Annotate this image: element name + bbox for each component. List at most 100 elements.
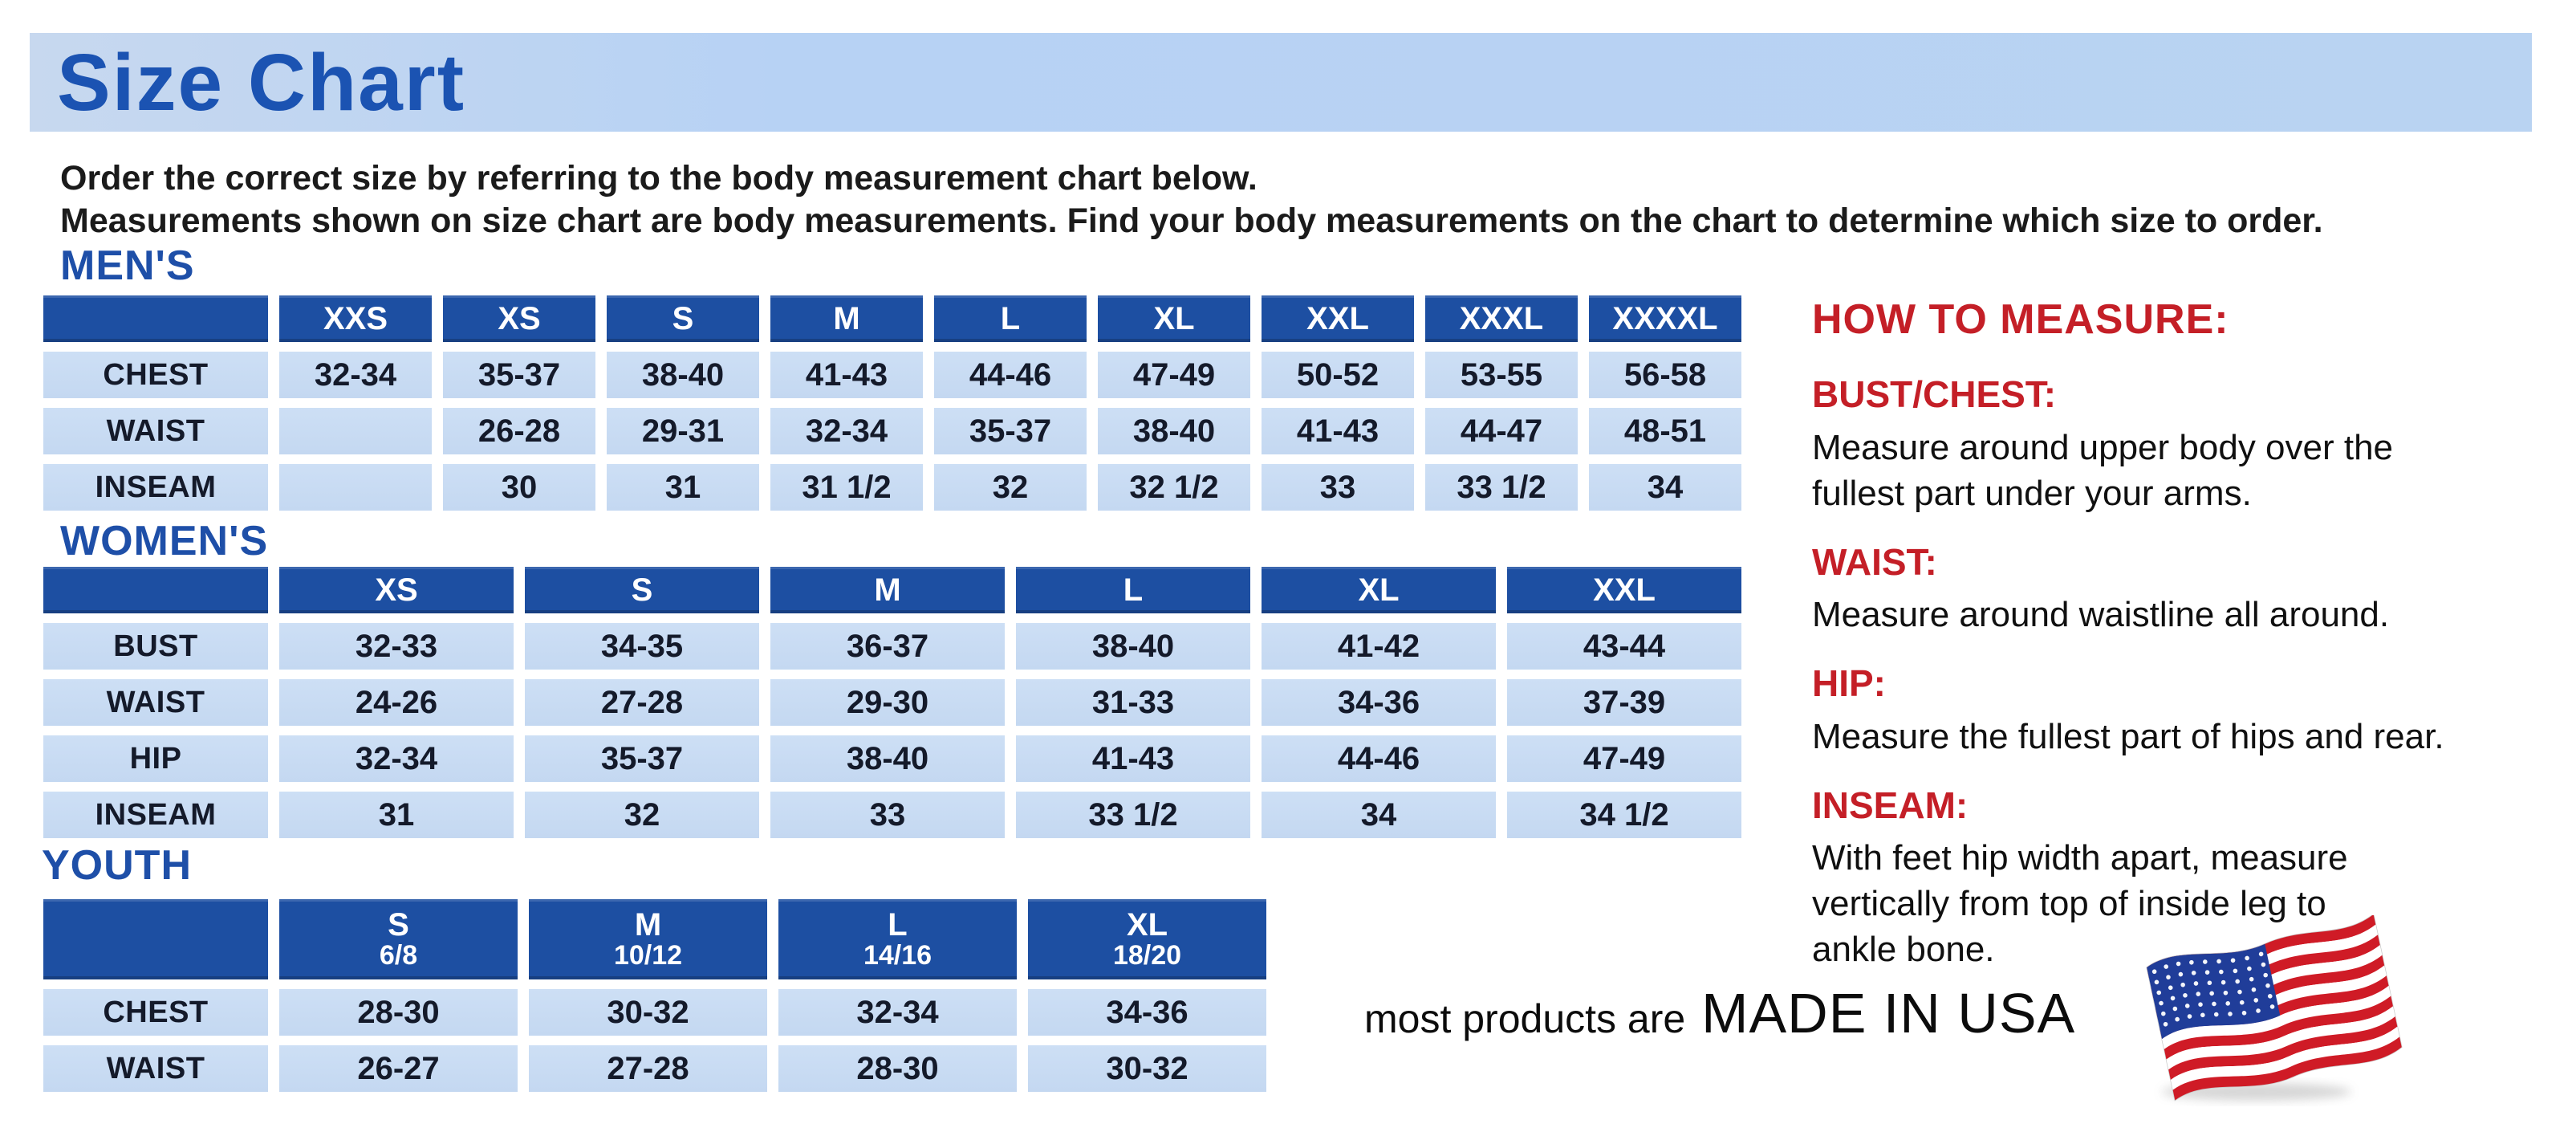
age-range-label: 6/8 xyxy=(379,940,418,971)
row-label-cell: CHEST xyxy=(43,989,268,1036)
table-cell: 44-46 xyxy=(1262,735,1496,782)
instruction-line: Measure around waistline all around. xyxy=(1812,595,2390,635)
age-range-label: 18/20 xyxy=(1112,940,1182,971)
table-cell: 32 xyxy=(934,464,1087,511)
us-flag-svg xyxy=(2146,913,2403,1101)
table-cell: 44-46 xyxy=(934,352,1087,398)
row-label-cell: INSEAM xyxy=(43,792,268,838)
instruction-line: Measure the fullest part of hips and rea… xyxy=(1812,716,2444,756)
measure-term-label: WAIST: xyxy=(1812,540,1937,583)
table-cell: 38-40 xyxy=(770,735,1005,782)
table-cell: 47-49 xyxy=(1507,735,1741,782)
table-cell: 29-30 xyxy=(770,679,1005,726)
table-cell: 34-36 xyxy=(1262,679,1496,726)
page-title: Size Chart xyxy=(57,37,466,128)
column-header-cell: S 6/8 xyxy=(279,899,518,979)
footer-prefix: most products are xyxy=(1364,996,1686,1041)
instruction-line: fullest part under your arms. xyxy=(1812,473,2252,513)
table-cell: 32 xyxy=(525,792,759,838)
table-cell: 41-43 xyxy=(1016,735,1250,782)
table-cell xyxy=(279,408,432,454)
column-header-cell: M xyxy=(770,295,923,342)
table-cell: 31 xyxy=(607,464,759,511)
column-header-cell: M xyxy=(770,567,1005,613)
size-label: XL xyxy=(1126,907,1168,943)
measure-term-label: INSEAM: xyxy=(1812,784,1969,826)
table-cell: 34 xyxy=(1589,464,1741,511)
column-header-cell: XS xyxy=(443,295,595,342)
intro-line-2: Measurements shown on size chart are bod… xyxy=(60,202,2323,240)
table-cell: 56-58 xyxy=(1589,352,1741,398)
table-cell: 24-26 xyxy=(279,679,514,726)
column-header-cell: L xyxy=(934,295,1087,342)
table-cell: 38-40 xyxy=(607,352,759,398)
section-heading-womens: WOMEN'S xyxy=(60,518,269,564)
table-cell: 31-33 xyxy=(1016,679,1250,726)
table-cell: 30-32 xyxy=(1028,1045,1266,1092)
table-cell: 35-37 xyxy=(934,408,1087,454)
intro-text: Order the correct size by referring to t… xyxy=(60,157,2548,242)
table-cell: 27-28 xyxy=(529,1045,767,1092)
table-cell: 33 xyxy=(1262,464,1414,511)
how-to-measure-heading: HOW TO MEASURE: xyxy=(1812,296,2229,343)
size-table-youth: S 6/8 M 10/12 L 14/16 XL 18/20 CHEST 28-30 30-32 32… xyxy=(43,899,1266,1092)
table-cell: 50-52 xyxy=(1262,352,1414,398)
table-cell: 30-32 xyxy=(529,989,767,1036)
column-header-cell: XL 18/20 xyxy=(1028,899,1266,979)
measure-term-label: BUST/CHEST: xyxy=(1812,373,2057,415)
section-heading-mens: MEN'S xyxy=(60,242,195,289)
column-header-cell: L 14/16 xyxy=(778,899,1017,979)
column-header-cell: XS xyxy=(279,567,514,613)
table-cell: 41-42 xyxy=(1262,623,1496,670)
table-cell: 30 xyxy=(443,464,595,511)
table-cell: 48-51 xyxy=(1589,408,1741,454)
corner-header-cell xyxy=(43,295,268,342)
table-cell: 26-27 xyxy=(279,1045,518,1092)
instruction-line: ankle bone. xyxy=(1812,930,1995,970)
table-cell: 34-35 xyxy=(525,623,759,670)
column-header-cell: XXL xyxy=(1262,295,1414,342)
intro-line-1: Order the correct size by referring to t… xyxy=(60,159,1258,197)
table-cell: 26-28 xyxy=(443,408,595,454)
row-label-cell: WAIST xyxy=(43,679,268,726)
table-cell: 32-34 xyxy=(279,735,514,782)
column-header-cell: XXL xyxy=(1507,567,1741,613)
table-cell: 47-49 xyxy=(1098,352,1250,398)
corner-header-cell xyxy=(43,899,268,979)
table-cell: 37-39 xyxy=(1507,679,1741,726)
column-header-cell: XL xyxy=(1098,295,1250,342)
measure-instruction-text: Measure around upper body over the fulles… xyxy=(1812,425,2570,516)
measure-term-label: HIP: xyxy=(1812,662,1886,705)
corner-header-cell xyxy=(43,567,268,613)
table-cell: 35-37 xyxy=(443,352,595,398)
size-table-womens: XS S M L XL XXL BUST 32-33 34-35 36-37 38-40 41-42 4… xyxy=(43,567,1741,838)
age-range-label: 10/12 xyxy=(613,940,683,971)
table-cell: 28-30 xyxy=(279,989,518,1036)
table-cell: 32 1/2 xyxy=(1098,464,1250,511)
table-cell: 27-28 xyxy=(525,679,759,726)
table-cell: 34 xyxy=(1262,792,1496,838)
table-cell: 41-43 xyxy=(770,352,923,398)
size-label: S xyxy=(388,907,409,943)
column-header-cell: XXXL xyxy=(1425,295,1578,342)
column-header-cell: S xyxy=(525,567,759,613)
measure-instruction-text: Measure the fullest part of hips and rea… xyxy=(1812,714,2570,759)
title-banner: Size Chart xyxy=(30,33,2532,132)
table-cell: 31 xyxy=(279,792,514,838)
table-cell: 29-31 xyxy=(607,408,759,454)
table-cell: 33 1/2 xyxy=(1425,464,1578,511)
size-label: L xyxy=(888,907,908,943)
row-label-cell: WAIST xyxy=(43,408,268,454)
table-cell: 28-30 xyxy=(778,1045,1017,1092)
table-cell: 43-44 xyxy=(1507,623,1741,670)
table-cell: 38-40 xyxy=(1098,408,1250,454)
table-cell: 41-43 xyxy=(1262,408,1414,454)
table-cell: 44-47 xyxy=(1425,408,1578,454)
table-cell: 32-34 xyxy=(778,989,1017,1036)
column-header-cell: S xyxy=(607,295,759,342)
instruction-line: Measure around upper body over the xyxy=(1812,427,2394,467)
row-label-cell: CHEST xyxy=(43,352,268,398)
row-label-cell: HIP xyxy=(43,735,268,782)
how-to-measure-sections: BUST/CHEST: Measure around upper body ove… xyxy=(1812,374,2570,972)
instruction-line: With feet hip width apart, measure xyxy=(1812,838,2348,878)
